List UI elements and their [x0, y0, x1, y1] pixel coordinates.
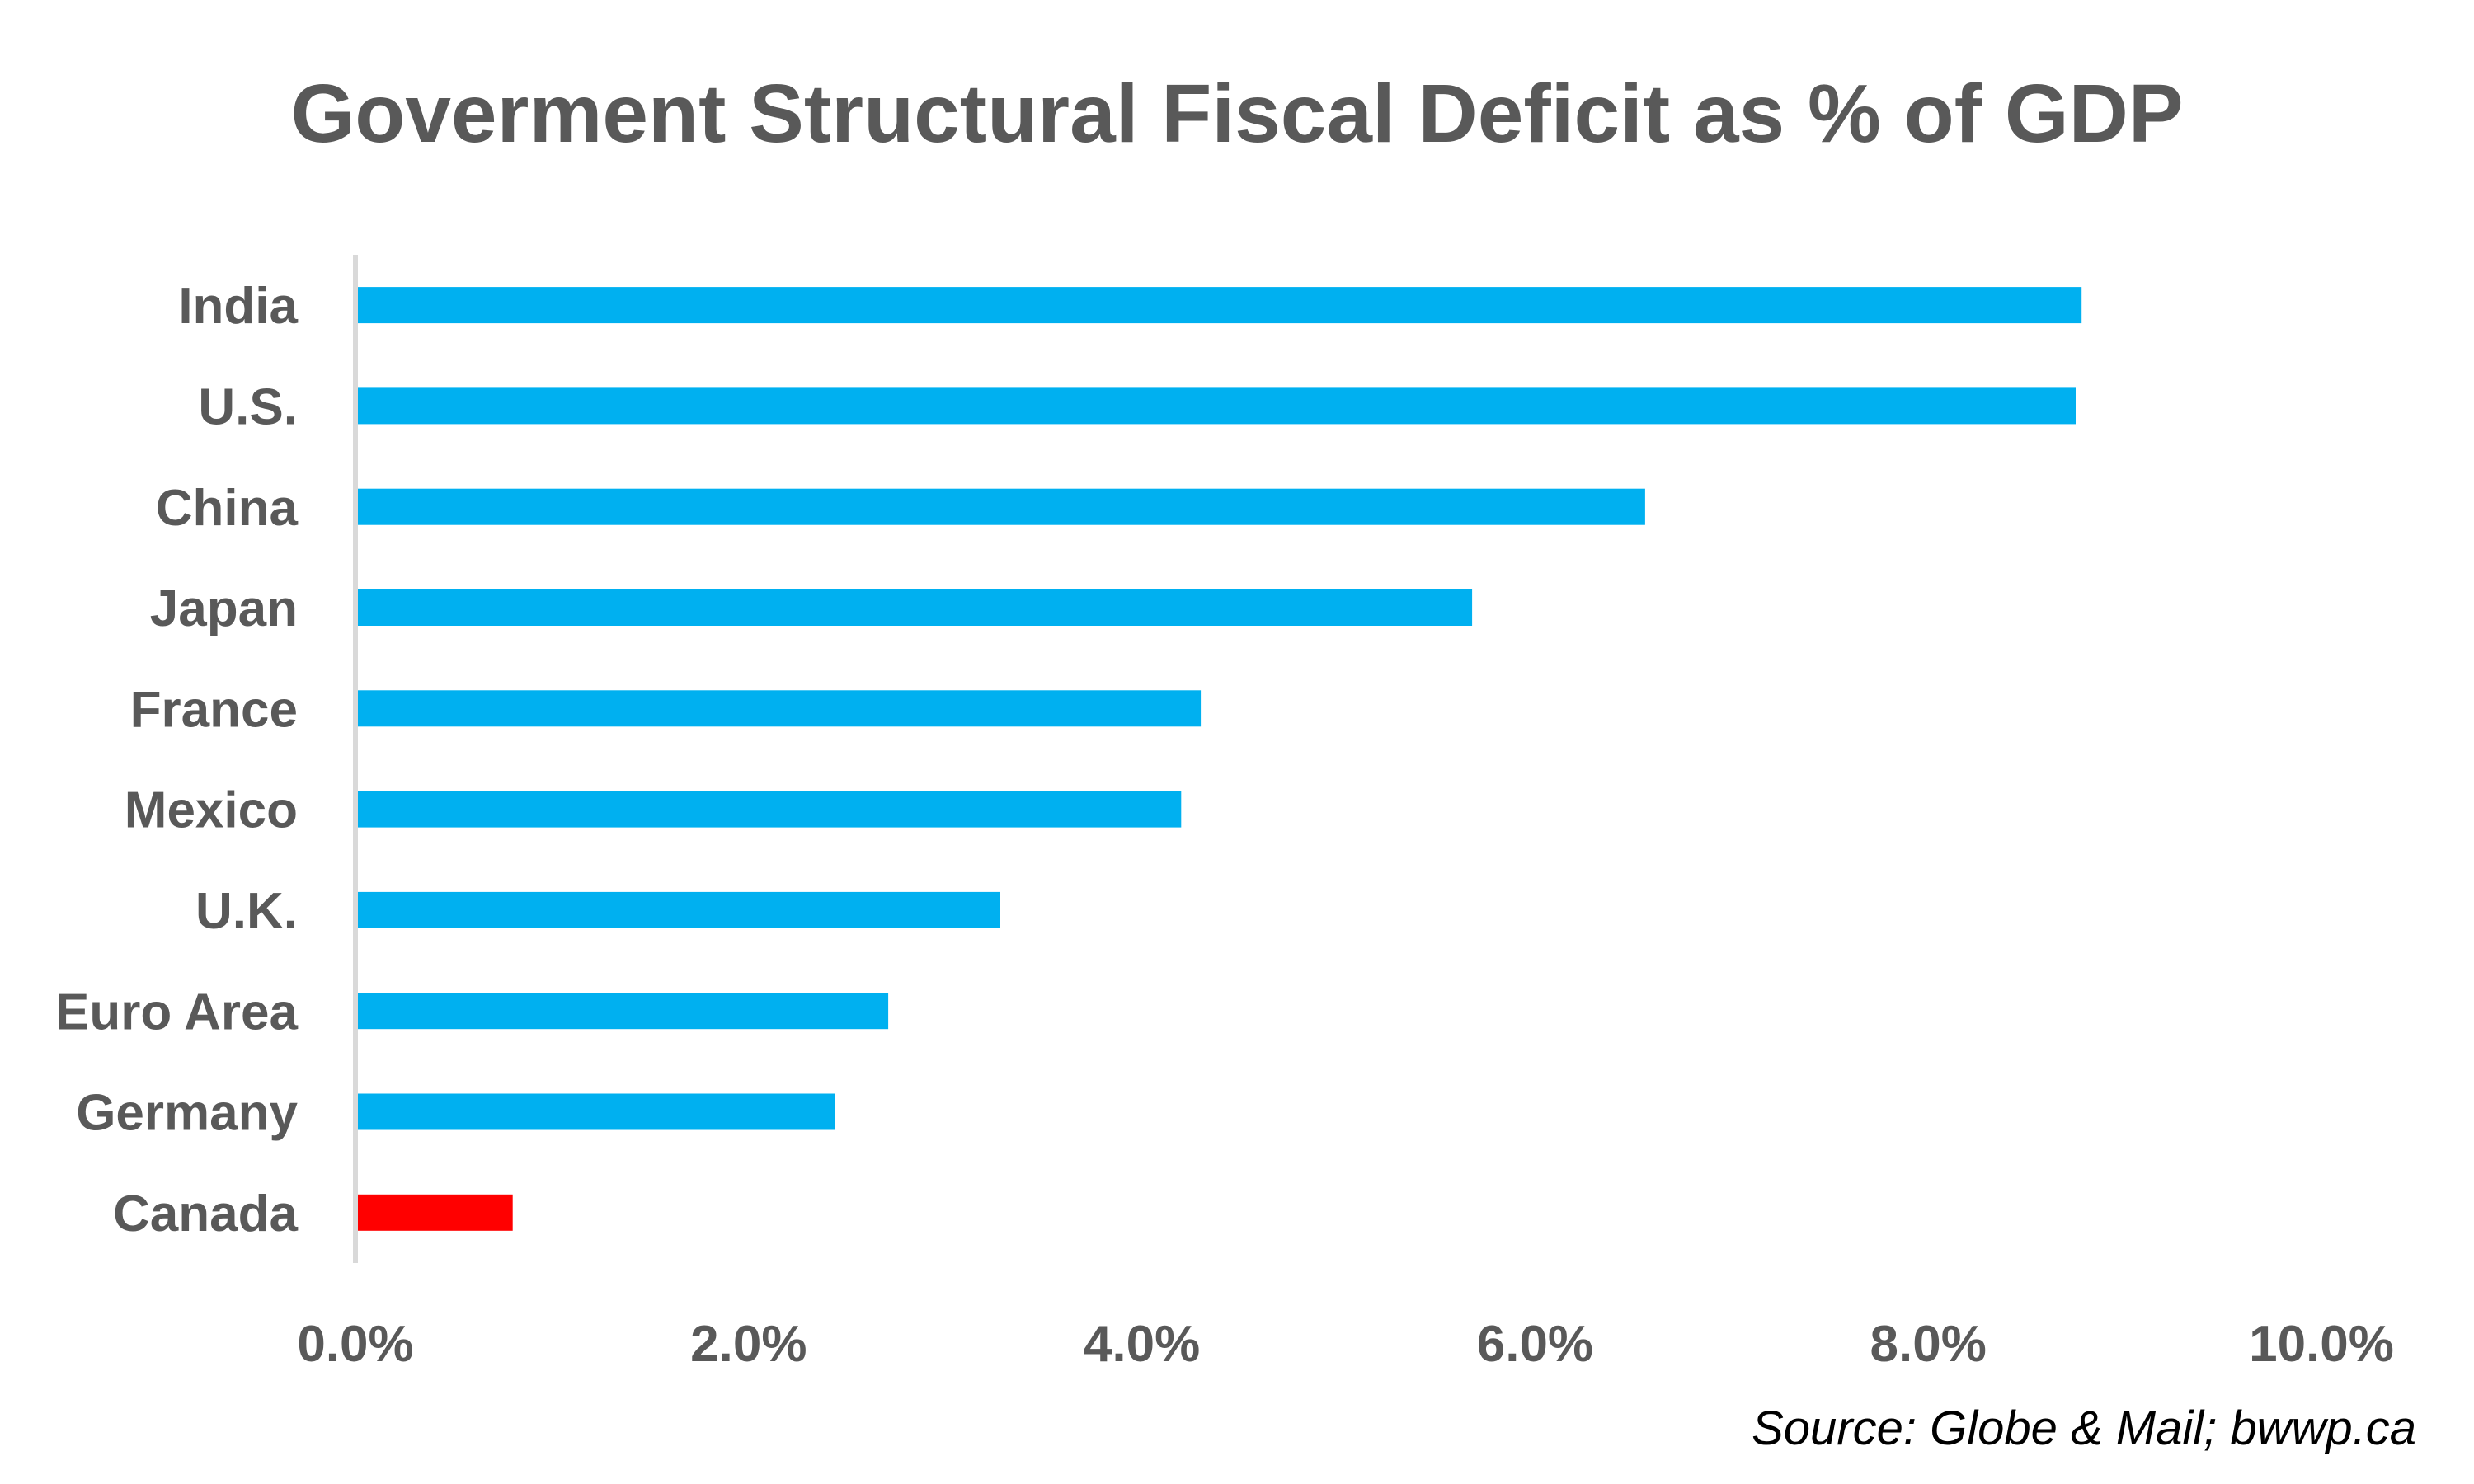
- bar-china: [358, 488, 1645, 525]
- x-tick-label: 0.0%: [297, 1316, 413, 1373]
- y-axis-line: [353, 255, 358, 1263]
- category-label: Mexico: [125, 782, 298, 839]
- bar-india: [358, 287, 2082, 324]
- category-label: Canada: [113, 1186, 298, 1242]
- category-label: U.K.: [195, 883, 298, 940]
- category-label: U.S.: [198, 379, 298, 436]
- category-label: India: [178, 278, 298, 335]
- bar-u-s: [358, 387, 2076, 425]
- x-tick-label: 8.0%: [1870, 1316, 1987, 1373]
- bar-mexico: [358, 791, 1182, 828]
- category-labels: India U.S. China Japan France Mexico U.K. Euro …: [55, 278, 299, 1242]
- x-tick-labels: 0.0% 2.0% 4.0% 6.0% 8.0% 10.0%: [297, 1316, 2394, 1373]
- category-label: Germany: [76, 1085, 298, 1142]
- category-label: China: [156, 480, 299, 537]
- x-tick-label: 6.0%: [1477, 1316, 1593, 1373]
- category-label: Euro Area: [55, 984, 299, 1040]
- category-label: France: [130, 681, 298, 738]
- x-tick-label: 10.0%: [2249, 1316, 2394, 1373]
- bar-japan: [358, 589, 1473, 626]
- bar-u-k: [358, 891, 1000, 928]
- x-tick-label: 4.0%: [1084, 1316, 1200, 1373]
- chart-title: Goverment Structural Fiscal Deficit as %…: [290, 68, 2183, 160]
- bar-euro-area: [358, 993, 889, 1030]
- source-note: Source: Globe & Mail; bwwp.ca: [1752, 1402, 2416, 1455]
- bar-france: [358, 690, 1202, 727]
- category-label: Japan: [150, 580, 298, 637]
- bar-germany: [358, 1093, 835, 1130]
- bars-layer: [358, 287, 2082, 1231]
- bar-canada: [358, 1194, 513, 1231]
- x-tick-label: 2.0%: [690, 1316, 807, 1373]
